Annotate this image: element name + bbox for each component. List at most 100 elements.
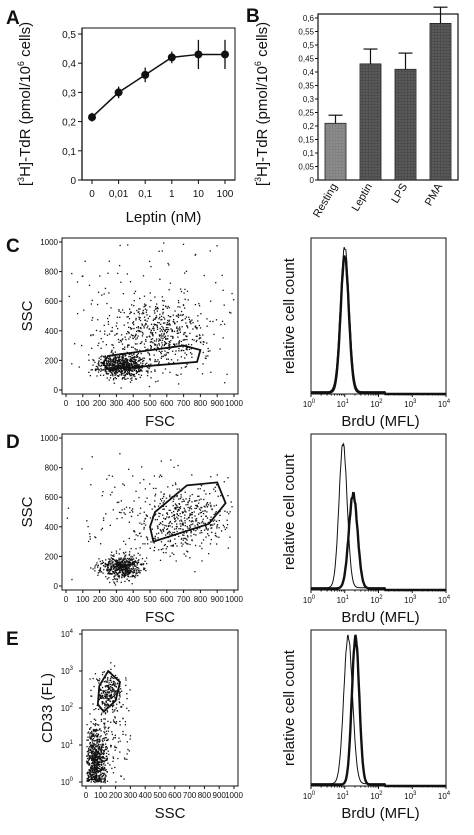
scatter-point xyxy=(137,360,139,363)
scatter-point xyxy=(97,708,100,711)
scatter-point xyxy=(94,777,96,779)
scatter-point xyxy=(113,695,115,698)
scatter-point xyxy=(128,365,130,367)
scatter-point xyxy=(91,456,93,458)
scatter-point xyxy=(97,775,100,777)
scatter-point xyxy=(96,733,98,735)
x-tick-label: 0,01 xyxy=(109,189,129,200)
scatter-point xyxy=(218,536,220,538)
scatter-point xyxy=(142,311,144,314)
scatter-point xyxy=(111,767,113,770)
scatter-point xyxy=(126,364,128,367)
scatter-point xyxy=(103,778,105,780)
scatter-point xyxy=(92,359,94,361)
scatter-point xyxy=(138,369,140,371)
scatter-point xyxy=(93,754,95,756)
scatter-point xyxy=(151,338,154,340)
scatter-point xyxy=(214,490,217,492)
scatter-point xyxy=(194,253,197,256)
scatter-point xyxy=(92,703,94,705)
scatter-point xyxy=(114,683,116,685)
scatter-point xyxy=(190,505,192,507)
scatter-point xyxy=(105,565,107,567)
scatter-point xyxy=(124,569,126,571)
scatter-point xyxy=(201,531,203,534)
scatter-point xyxy=(87,540,90,543)
scatter-point xyxy=(135,362,137,365)
scatter-point xyxy=(164,341,167,344)
scatter-point xyxy=(162,508,164,510)
scatter-point xyxy=(109,370,111,372)
scatter-point xyxy=(163,354,166,356)
scatter-point xyxy=(113,572,116,574)
scatter-point xyxy=(153,347,156,350)
scatter-point xyxy=(107,739,109,742)
scatter-point xyxy=(110,662,112,664)
scatter-point xyxy=(191,319,193,321)
scatter-point xyxy=(120,341,122,343)
scatter-point xyxy=(105,748,108,751)
scatter-point xyxy=(125,677,127,679)
scatter-point xyxy=(136,354,138,357)
scatter-point xyxy=(178,342,180,344)
scatter-point xyxy=(168,362,170,364)
scatter-point xyxy=(96,771,99,773)
scatter-point xyxy=(160,329,163,331)
scatter-point xyxy=(128,710,130,712)
scatter-point xyxy=(185,511,187,513)
scatter-point xyxy=(172,361,175,364)
scatter-point xyxy=(125,570,127,573)
scatter-point xyxy=(91,734,93,736)
scatter-point xyxy=(209,524,212,527)
scatter-point xyxy=(214,486,216,489)
scatter-point xyxy=(166,513,169,515)
scatter-point xyxy=(112,365,115,367)
scatter-point xyxy=(90,732,92,734)
scatter-point xyxy=(115,552,118,554)
scatter-point xyxy=(209,493,211,495)
scatter-point xyxy=(222,524,224,527)
scatter-point xyxy=(89,536,91,538)
scatter-point xyxy=(107,750,109,752)
data-point xyxy=(167,53,176,62)
scatter-point xyxy=(106,563,108,566)
scatter-point xyxy=(154,495,156,497)
scatter-point xyxy=(126,361,129,363)
scatter-point xyxy=(138,357,140,359)
scatter-point xyxy=(163,333,165,336)
scatter-point xyxy=(180,494,182,496)
scatter-point xyxy=(146,497,148,499)
y-axis-label-part: [ xyxy=(17,181,34,186)
scatter-point xyxy=(97,751,99,753)
scatter-point xyxy=(114,571,116,573)
scatter-point xyxy=(111,344,113,346)
scatter-point xyxy=(183,349,185,352)
scatter-point xyxy=(153,354,155,356)
scatter-point xyxy=(176,506,179,508)
scatter-point xyxy=(114,376,116,379)
scatter-point xyxy=(146,314,148,316)
scatter-point xyxy=(162,530,165,532)
scatter-point xyxy=(167,352,170,354)
scatter-point xyxy=(150,346,152,348)
x-tick-label: 100 xyxy=(303,791,316,801)
scatter-point xyxy=(154,500,156,502)
scatter-point xyxy=(132,364,134,366)
scatter-point xyxy=(95,775,97,777)
scatter-point xyxy=(101,761,103,763)
scatter-point xyxy=(106,685,108,687)
scatter-point xyxy=(174,503,177,505)
scatter-point xyxy=(178,535,180,538)
scatter-point xyxy=(101,674,104,676)
chart-d-scatter: 0 100 200 300 400 500 600 700 800 900 100002004006… xyxy=(19,433,243,626)
scatter-point xyxy=(97,748,100,750)
scatter-point xyxy=(162,551,165,554)
scatter-point xyxy=(94,776,96,778)
scatter-point xyxy=(170,316,172,318)
scatter-point xyxy=(127,571,130,573)
scatter-point xyxy=(132,373,134,376)
scatter-point xyxy=(177,359,179,361)
scatter-point xyxy=(215,484,218,486)
scatter-point xyxy=(153,343,156,345)
scatter-point xyxy=(122,357,125,359)
